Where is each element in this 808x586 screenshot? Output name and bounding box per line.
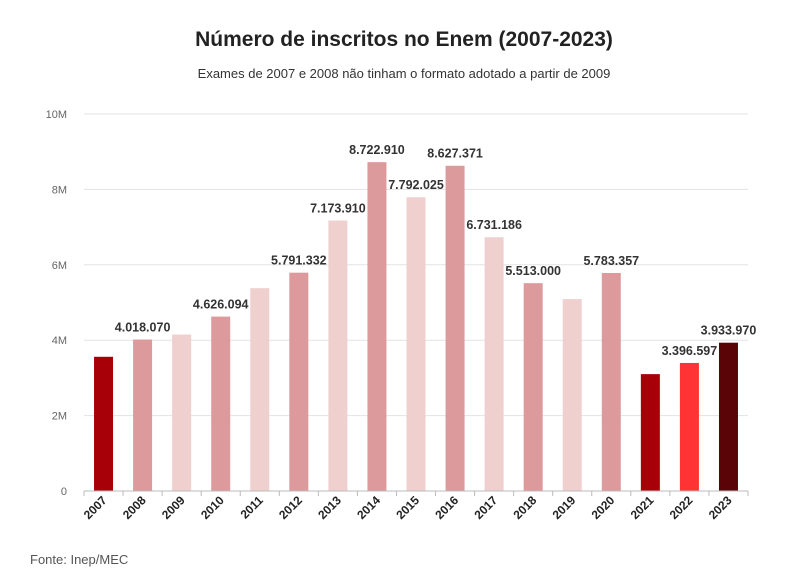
bar-2020 [601,272,621,491]
x-tick-label: 2007 [81,493,110,522]
bar-2011 [250,288,270,491]
x-tick-label: 2015 [393,493,422,522]
x-tick-label: 2012 [276,493,305,522]
bar-2019 [562,299,582,491]
y-tick-label: 8M [52,184,67,196]
x-tick-label: 2019 [550,493,579,522]
x-tick-label: 2023 [706,493,735,522]
data-label-2017: 6.731.186 [466,218,522,232]
data-label-2015: 7.792.025 [388,178,444,192]
data-label-2023: 3.933.970 [701,324,757,338]
bar-2023 [718,342,738,491]
x-tick-label: 2018 [511,493,540,522]
y-tick-label: 6M [52,260,67,272]
bar-2018 [523,283,543,491]
x-tick-label: 2011 [238,493,267,522]
x-tick-label: 2013 [315,493,344,522]
x-tick-label: 2016 [432,493,461,522]
bar-2008 [133,339,153,491]
bar-2016 [445,165,465,491]
bar-2007 [94,356,114,491]
bar-2015 [406,197,426,491]
y-axis: 0 2M 4M 6M 8M 10M [46,109,67,498]
chart-title: Número de inscritos no Enem (2007-2023) [195,28,613,51]
data-label-2020: 5.783.357 [583,254,639,268]
data-label-2012: 5.791.332 [271,254,327,268]
bar-2022 [679,362,699,491]
x-tick-label: 2010 [198,493,227,522]
bar-2010 [211,316,231,491]
bar-2021 [640,374,660,491]
x-tick-label: 2021 [628,493,657,522]
y-tick-label: 2M [52,411,67,423]
x-tick-label: 2022 [667,493,696,522]
data-label-2013: 7.173.910 [310,202,366,216]
bar-2017 [484,237,504,491]
bar-2013 [328,220,348,492]
x-tick-label: 2020 [589,493,618,522]
data-label-2016: 8.627.371 [427,147,483,161]
x-tick-label: 2014 [354,493,383,522]
bars [94,162,738,492]
x-tick-label: 2017 [471,493,500,522]
x-tick-label: 2008 [120,493,149,522]
data-label-2022: 3.396.597 [662,344,718,358]
bar-2014 [367,162,387,491]
data-label-2010: 4.626.094 [193,298,249,312]
bar-2012 [289,272,309,491]
data-label-2014: 8.722.910 [349,143,405,157]
bar-2009 [172,334,192,491]
chart-subtitle: Exames de 2007 e 2008 não tinham o forma… [197,66,611,81]
data-labels: 4.018.070 4.626.094 5.791.332 7.173.910 8.72… [115,143,757,358]
data-label-2008: 4.018.070 [115,321,171,335]
source-note: Fonte: Inep/MEC [30,552,129,567]
y-tick-label: 10M [46,109,67,121]
y-tick-label: 4M [52,335,67,347]
y-tick-label: 0 [61,486,67,498]
data-label-2018: 5.513.000 [505,264,561,278]
x-tick-label: 2009 [159,493,188,522]
x-axis: 2007 2008 2009 2010 2011 2012 2013 2014 2015 2016… [81,490,749,522]
